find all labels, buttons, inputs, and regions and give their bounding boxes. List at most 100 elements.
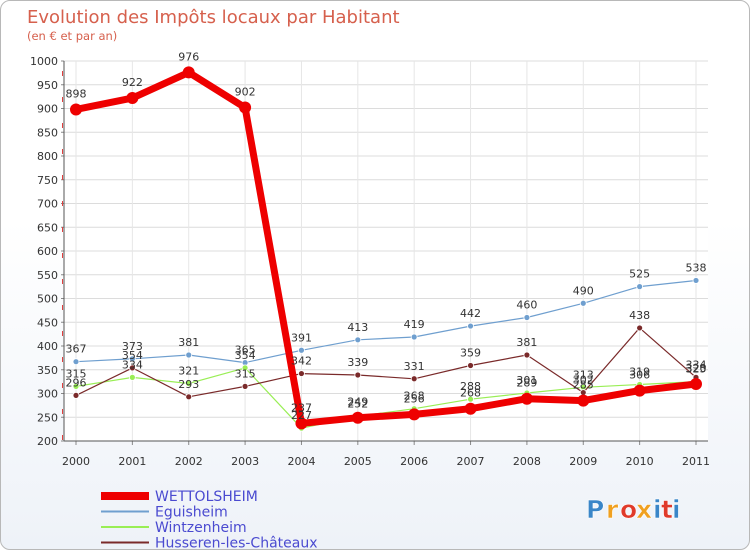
y-tick-label: 750 [37, 174, 58, 187]
grid [64, 60, 708, 442]
y-tick-label: 850 [37, 126, 58, 139]
data-point [72, 358, 80, 366]
data-label: 525 [629, 268, 650, 281]
data-label: 381 [516, 336, 537, 349]
y-tick-label: 600 [37, 245, 58, 258]
data-point [690, 378, 702, 390]
legend-label: Wintzenheim [155, 520, 247, 536]
data-label: 315 [235, 367, 256, 380]
data-label: 268 [460, 387, 481, 400]
data-label: 249 [347, 396, 368, 409]
y-tick-label: 900 [37, 103, 58, 116]
data-point [351, 411, 364, 424]
data-label: 293 [178, 378, 199, 391]
data-point [467, 362, 474, 369]
data-label: 359 [460, 346, 481, 359]
data-label: 354 [122, 349, 143, 362]
data-point [128, 364, 136, 372]
x-tick-label: 2002 [175, 455, 203, 468]
series-line-0 [72, 68, 700, 427]
data-label: 321 [178, 365, 199, 378]
data-point [579, 299, 587, 307]
x-tick-label: 2011 [682, 455, 710, 468]
x-tick-label: 2004 [287, 455, 315, 468]
data-label: 301 [516, 374, 537, 387]
logo-letter: r [606, 495, 619, 524]
data-point [241, 382, 249, 390]
series-line-3 [75, 327, 697, 398]
x-tick-label: 2009 [569, 455, 597, 468]
data-point [577, 394, 590, 407]
data-label: 342 [291, 355, 312, 368]
data-point [633, 384, 646, 397]
legend: WETTOLSHEIMEguisheimWintzenheimHusseren-… [101, 489, 318, 549]
data-point [298, 370, 305, 377]
legend-label: Eguisheim [155, 505, 228, 521]
data-point [467, 395, 474, 403]
data-point [692, 277, 700, 284]
data-point [354, 371, 362, 379]
data-label: 268 [404, 390, 425, 403]
x-tick-label: 2010 [626, 455, 654, 468]
data-label: 373 [122, 340, 143, 353]
data-label: 367 [66, 343, 87, 356]
data-label: 442 [460, 307, 481, 320]
y-tick-label: 950 [37, 79, 58, 92]
data-point [182, 66, 195, 79]
data-label: 334 [122, 358, 143, 371]
data-point [298, 346, 305, 354]
data-point [241, 364, 249, 372]
logo-letter: i [672, 495, 681, 524]
data-point [520, 392, 533, 405]
data-label: 325 [686, 363, 707, 376]
data-label: 306 [629, 369, 650, 382]
data-label: 285 [573, 379, 594, 392]
y-tick-label: 450 [37, 316, 58, 329]
x-tick-label: 2008 [513, 455, 541, 468]
legend-label: WETTOLSHEIM [155, 489, 258, 505]
logo-letter: t [661, 495, 673, 524]
data-point [126, 92, 139, 105]
data-point [523, 351, 531, 359]
data-label: 331 [404, 360, 425, 373]
data-label: 313 [573, 368, 594, 381]
data-label: 898 [66, 87, 87, 100]
data-label: 381 [178, 336, 199, 349]
data-label: 334 [686, 358, 707, 371]
data-label: 227 [291, 409, 312, 422]
data-label: 976 [178, 50, 199, 63]
logo-letter: o [620, 495, 637, 524]
axes: 200 250 300 350 400 450 500 550 600 650 700 750 800 8… [30, 55, 710, 468]
data-label: 490 [573, 284, 594, 297]
data-label: 288 [460, 380, 481, 393]
data-point [410, 375, 418, 383]
x-tick-label: 2003 [231, 455, 259, 468]
y-tick-label: 650 [37, 221, 58, 234]
data-label: 538 [686, 261, 707, 274]
data-point [467, 322, 474, 330]
y-tick-label: 1000 [30, 55, 58, 68]
data-point [128, 355, 136, 363]
y-tick-label: 350 [37, 364, 58, 377]
legend-label: Husseren-les-Châteaux [155, 536, 318, 550]
series [70, 66, 702, 432]
data-label: 320 [686, 362, 707, 375]
chart-subtitle: (en € et par an) [27, 29, 117, 43]
data-point [464, 402, 477, 415]
data-point [128, 373, 136, 381]
x-tick-label: 2000 [62, 455, 90, 468]
data-label: 302 [573, 374, 594, 387]
series-line-2 [75, 367, 697, 429]
data-label: 902 [235, 86, 256, 99]
chart-title: Evolution des Impôts locaux par Habitant [27, 7, 400, 28]
y-tick-label: 300 [37, 388, 58, 401]
data-label: 319 [629, 365, 650, 378]
data-label: 922 [122, 76, 143, 89]
data-point [185, 393, 193, 401]
logo-letter: P [586, 495, 604, 524]
data-label: 413 [347, 321, 368, 334]
x-tick-label: 2007 [457, 455, 485, 468]
